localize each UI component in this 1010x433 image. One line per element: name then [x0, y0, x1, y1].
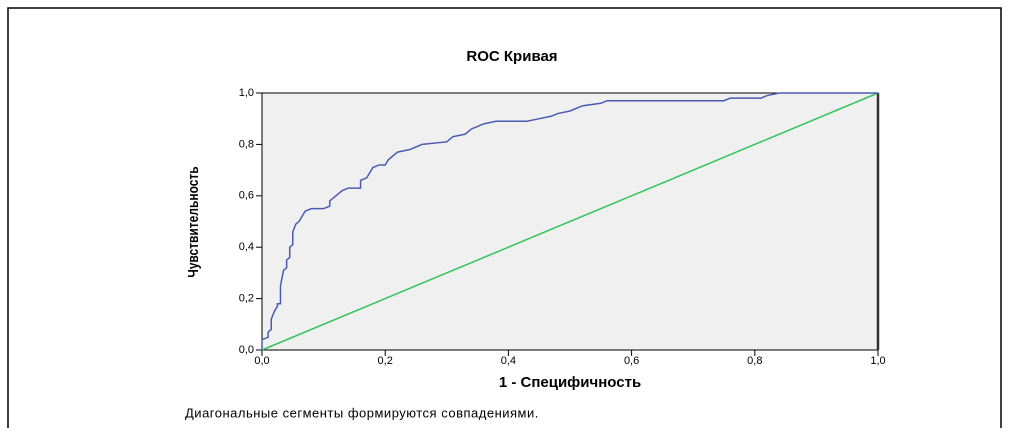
x-tick-label: 0,6 [624, 355, 639, 367]
y-tick-label: 1,0 [239, 87, 254, 99]
x-tick-label: 0,8 [747, 355, 762, 367]
x-axis-label: 1 - Специфичность [499, 374, 641, 391]
y-tick-label: 0,4 [239, 241, 254, 253]
frame [7, 7, 1002, 428]
y-axis-label: Чувствительность [185, 166, 202, 277]
y-tick-label: 0,6 [239, 190, 254, 202]
series-line [261, 92, 878, 350]
y-tick-label: 0,0 [239, 344, 254, 356]
chart-title: ROC Кривая [466, 48, 557, 65]
footnote: Диагональные сегменты формируются совпад… [185, 405, 539, 420]
x-tick-label: 1,0 [870, 355, 885, 367]
y-tick-label: 0,2 [239, 293, 254, 305]
x-tick-label: 0,4 [501, 355, 516, 367]
x-tick-label: 0,2 [378, 355, 393, 367]
y-tick-label: 0,8 [239, 138, 254, 150]
series-line [261, 92, 879, 351]
x-tick-label: 0,0 [254, 355, 269, 367]
